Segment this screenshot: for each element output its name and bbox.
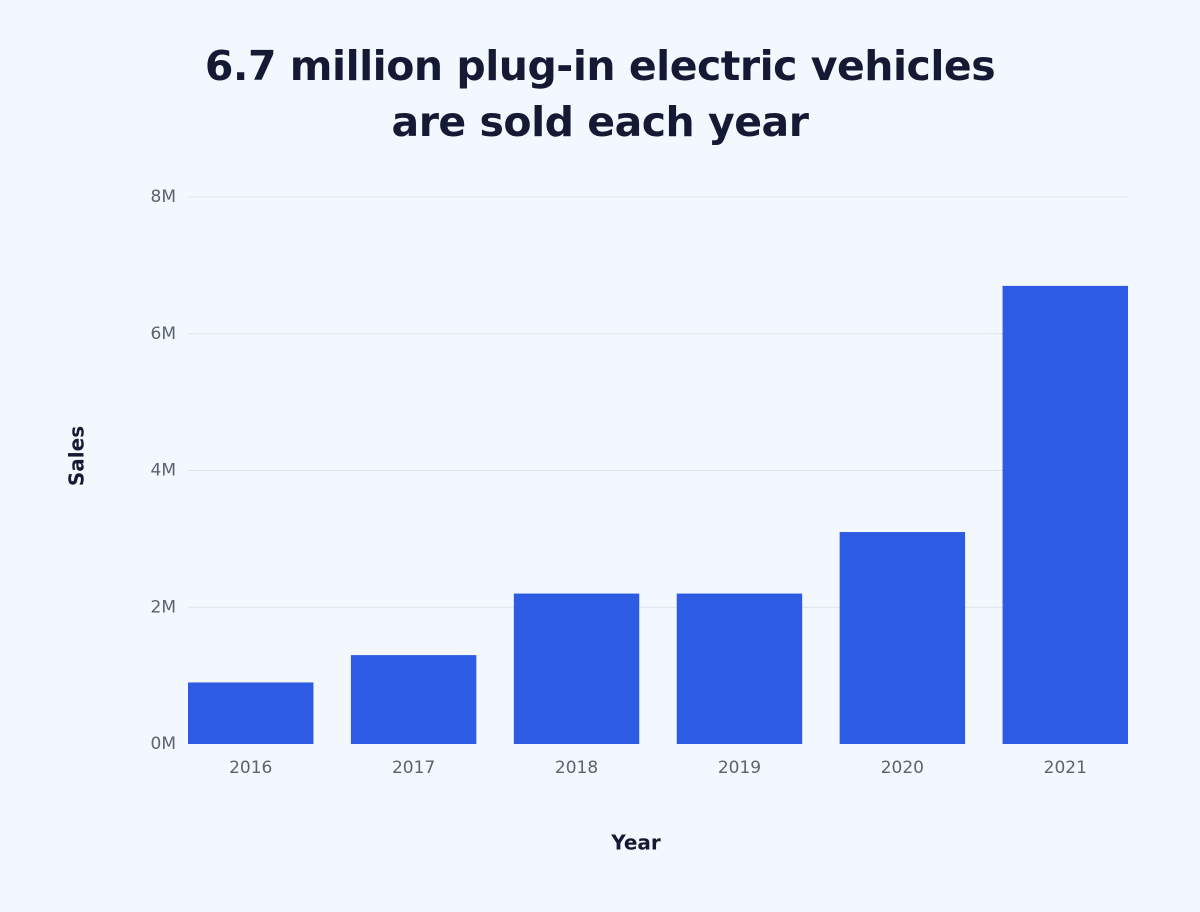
y-tick-label: 4M xyxy=(151,461,176,481)
y-tick-label: 8M xyxy=(151,187,176,207)
y-axis-title: Sales xyxy=(65,426,89,486)
bars xyxy=(188,285,1128,744)
chart-title-line-2: are sold each year xyxy=(391,98,809,146)
x-tick-label: 2019 xyxy=(718,758,761,778)
x-tick-label: 2018 xyxy=(555,758,598,778)
x-tick-label: 2017 xyxy=(392,758,435,778)
x-tick-label: 2021 xyxy=(1044,758,1087,778)
y-axis-ticks: 0M 2M 4M 6M 8M xyxy=(151,187,176,754)
chart-title: 6.7 million plug-in electric vehicles ar… xyxy=(0,38,1200,150)
y-tick-label: 6M xyxy=(151,324,176,344)
x-tick-label: 2016 xyxy=(229,758,272,778)
gridlines xyxy=(188,196,1128,608)
x-tick-label: 2020 xyxy=(881,758,924,778)
bar-2017 xyxy=(350,655,477,744)
x-axis-title: Year xyxy=(610,831,661,855)
y-tick-label: 0M xyxy=(151,734,176,754)
bar-2021 xyxy=(1002,285,1128,744)
bar-2016 xyxy=(188,682,314,744)
x-axis-ticks: 2016 2017 2018 2019 2020 2021 xyxy=(229,758,1087,778)
y-tick-label: 2M xyxy=(151,597,176,617)
bar-2019 xyxy=(676,593,803,744)
bar-2020 xyxy=(839,532,966,744)
bar-2018 xyxy=(513,593,640,744)
chart-title-line-1: 6.7 million plug-in electric vehicles xyxy=(204,42,996,90)
